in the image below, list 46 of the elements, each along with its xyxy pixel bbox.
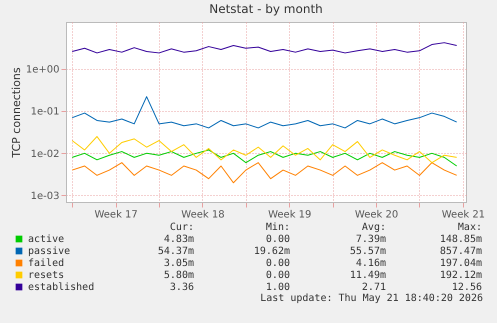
line-series	[72, 42, 458, 54]
chart-title: Netstat - by month	[209, 2, 323, 16]
text: 4.83m	[162, 234, 194, 246]
text: 3.05m	[162, 258, 194, 270]
line-series	[72, 96, 458, 128]
text: 5.80m	[162, 270, 194, 282]
text: 55.57m	[348, 246, 386, 258]
text: Min:	[264, 222, 290, 234]
text: 54.37m	[156, 246, 194, 258]
line-series	[72, 162, 458, 184]
y-tick-label: 1e+00	[26, 64, 60, 76]
text: Last update: Thu May 21 18:40:20 2026	[260, 293, 483, 304]
line-series	[72, 136, 458, 164]
legend-label: failed	[28, 258, 64, 269]
text: 3.36	[168, 282, 194, 294]
text: 12.56	[450, 282, 482, 294]
text: Max:	[456, 222, 482, 234]
x-tick-label: Week 18	[181, 210, 225, 220]
legend-label: established	[28, 282, 94, 293]
text: 19.62m	[252, 246, 290, 258]
text: 0.00	[264, 258, 290, 270]
text: 0.00	[264, 270, 290, 282]
text: 0.00	[264, 234, 290, 246]
text: Avg:	[360, 222, 386, 234]
text: 2.71	[360, 282, 386, 294]
text: 192.12m	[438, 270, 482, 282]
x-tick-label: Week 21	[442, 210, 486, 220]
legend-label: active	[28, 234, 64, 245]
text: 4.16m	[354, 258, 386, 270]
y-tick-label: 1e-03	[30, 190, 60, 202]
text: 148.85m	[438, 234, 482, 246]
x-tick-label: Week 20	[354, 210, 398, 220]
line-series	[72, 149, 458, 166]
text: 7.39m	[354, 234, 386, 246]
legend-label: resets	[28, 270, 64, 281]
legend-label: passive	[28, 246, 70, 257]
y-tick-label: 1e-02	[30, 148, 60, 160]
y-tick-label: 1e-01	[30, 106, 60, 118]
x-tick-label: Week 17	[94, 210, 138, 220]
text: 11.49m	[348, 270, 386, 282]
y-axis-title: TCP connections	[10, 67, 23, 159]
text: 857.47m	[438, 246, 482, 258]
text: 1.00	[264, 282, 290, 294]
x-tick-label: Week 19	[268, 210, 312, 220]
text: 197.04m	[438, 258, 482, 270]
text: Cur:	[168, 222, 194, 234]
